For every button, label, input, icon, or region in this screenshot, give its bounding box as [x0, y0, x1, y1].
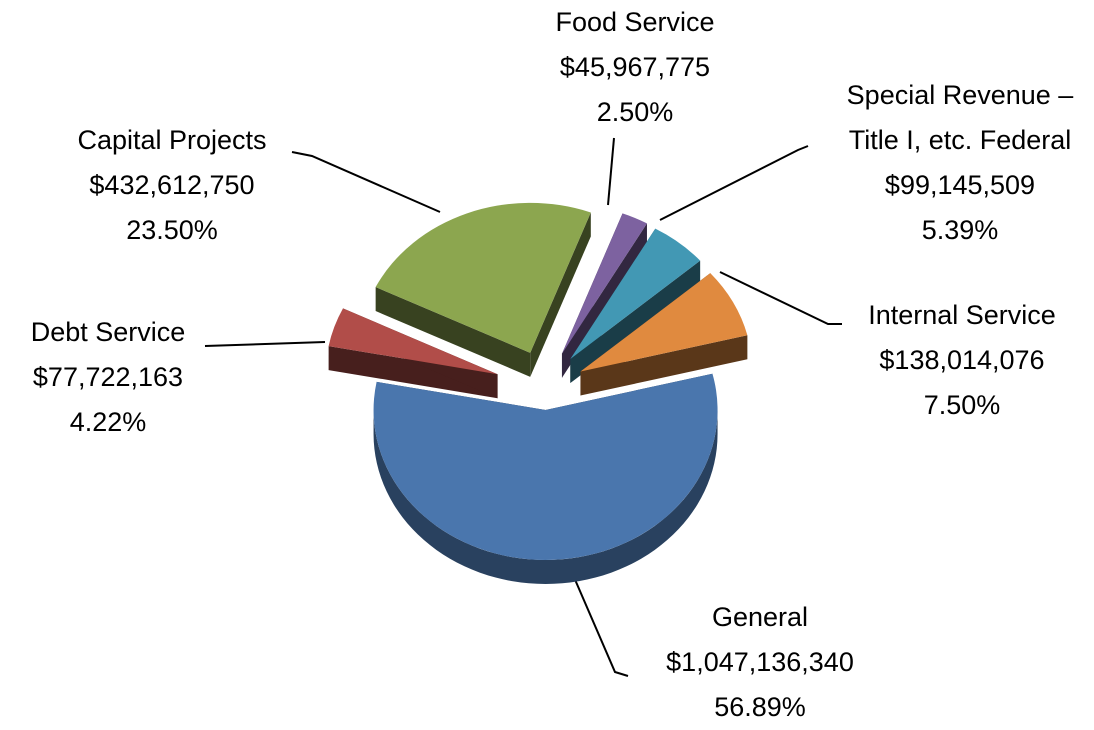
- slice-label: Internal Service $138,014,076 7.50%: [868, 293, 1056, 428]
- slice: [375, 202, 591, 353]
- value-label: $432,612,750: [89, 170, 255, 200]
- slice: [561, 213, 647, 354]
- slice: [570, 228, 701, 360]
- category-label: Capital Projects: [77, 125, 267, 155]
- leader-line: [204, 341, 326, 347]
- slice-side: [570, 260, 701, 384]
- slice-label: Special Revenue – Title I, etc. Federal $…: [847, 73, 1074, 253]
- percent-label: 4.22%: [69, 407, 147, 437]
- slice-side: [580, 335, 748, 396]
- slice-side: [375, 287, 531, 377]
- value-label: $77,722,163: [32, 362, 184, 392]
- slice-label: Capital Projects $432,612,750 23.50%: [77, 118, 266, 253]
- category-label: Debt Service: [30, 317, 186, 347]
- category-label: Food Service: [555, 7, 715, 37]
- slice-side: [561, 223, 647, 378]
- percent-label: 5.39%: [921, 215, 999, 245]
- leader-line: [569, 567, 629, 677]
- slice-side: [530, 212, 591, 377]
- slice-side: [373, 409, 718, 584]
- value-label: $45,967,775: [559, 52, 711, 82]
- slice-label: Debt Service $77,722,163 4.22%: [31, 310, 186, 445]
- slice-label: Food Service $45,967,775 2.50%: [555, 0, 714, 135]
- leader-line: [607, 137, 615, 206]
- slice-label: General $1,047,136,340 56.89%: [666, 595, 854, 730]
- percent-label: 23.50%: [126, 215, 218, 245]
- slice: [373, 373, 718, 560]
- percent-label: 7.50%: [923, 390, 1001, 420]
- category-label: General: [711, 602, 809, 632]
- slice-side: [328, 346, 498, 399]
- percent-label: 2.50%: [596, 97, 674, 127]
- slice: [580, 273, 748, 372]
- leader-line: [659, 145, 809, 221]
- category-label: Internal Service: [868, 300, 1056, 330]
- leader-line: [719, 271, 842, 325]
- leader-line: [291, 151, 441, 213]
- percent-label: 56.89%: [714, 692, 806, 722]
- value-label: $1,047,136,340: [666, 647, 854, 677]
- value-label: $99,145,509: [884, 170, 1036, 200]
- value-label: $138,014,076: [879, 345, 1045, 375]
- category-label: Special Revenue – Title I, etc. Federal: [846, 80, 1074, 155]
- slice: [328, 308, 498, 375]
